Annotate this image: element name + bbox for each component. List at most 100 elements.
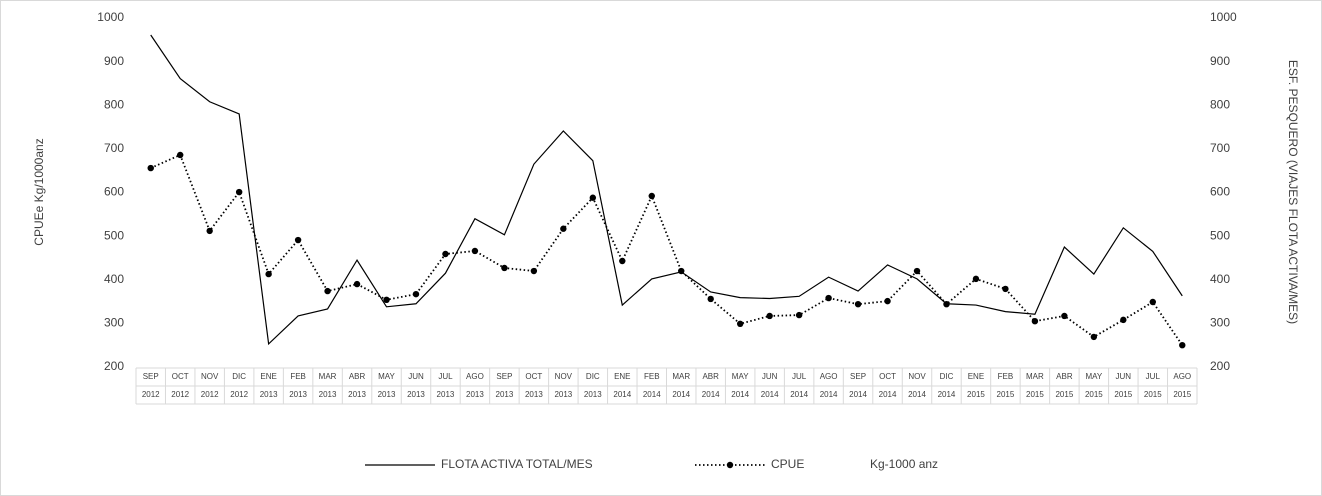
x-tick-label: 2015: [1026, 390, 1044, 399]
y-tick-label: 200: [104, 359, 124, 373]
x-tick-label: 2014: [672, 390, 690, 399]
x-tick-label: ENE: [614, 372, 630, 381]
x-tick-label: 2014: [643, 390, 661, 399]
y2-tick-label: 500: [1210, 228, 1230, 242]
data-point: [560, 225, 567, 232]
data-point: [795, 311, 803, 319]
data-point: [442, 250, 449, 258]
y-tick-label: 400: [104, 272, 124, 286]
x-tick-label: NOV: [555, 372, 573, 381]
data-point: [678, 267, 685, 275]
data-point: [825, 294, 832, 302]
data-point: [177, 151, 184, 159]
x-tick-label: 2013: [260, 390, 278, 399]
y-tick-label: 1000: [97, 10, 124, 24]
data-point: [353, 280, 361, 288]
x-tick-label: JUL: [438, 372, 453, 381]
data-point: [383, 296, 390, 304]
x-tick-label: AGO: [1173, 372, 1191, 381]
data-point: [412, 290, 420, 298]
data-point: [1090, 333, 1098, 341]
x-tick-label: SEP: [143, 372, 159, 381]
x-tick-label: FEB: [644, 372, 660, 381]
y2-tick-label: 400: [1210, 272, 1230, 286]
data-point: [736, 320, 744, 328]
x-tick-label: SEP: [496, 372, 512, 381]
data-point: [884, 297, 891, 305]
data-point: [1120, 316, 1127, 324]
y-tick-label: 700: [104, 141, 124, 155]
x-tick-label: 2012: [171, 390, 189, 399]
x-tick-label: NOV: [201, 372, 219, 381]
x-tick-label: OCT: [172, 372, 189, 381]
data-point: [619, 257, 626, 265]
data-point: [707, 295, 714, 303]
x-tick-label: 2013: [554, 390, 572, 399]
x-tick-label: 2015: [1085, 390, 1103, 399]
data-point: [235, 188, 243, 196]
x-tick-label: JUL: [792, 372, 807, 381]
x-tick-label: 2015: [1173, 390, 1191, 399]
data-point: [206, 227, 213, 235]
x-tick-label: 2015: [1055, 390, 1073, 399]
data-point: [294, 236, 302, 244]
x-tick-label: 2012: [201, 390, 219, 399]
data-point: [943, 300, 950, 308]
x-tick-label: 2013: [319, 390, 337, 399]
x-tick-label: 2014: [849, 390, 867, 399]
x-tick-label: 2014: [613, 390, 631, 399]
x-tick-label: SEP: [850, 372, 866, 381]
data-point: [972, 275, 980, 283]
y-tick-label: 900: [104, 54, 124, 68]
y-tick-label: 800: [104, 97, 124, 111]
x-tick-label: 2013: [584, 390, 602, 399]
x-tick-label: 2013: [348, 390, 366, 399]
y-axis-title: CPUEe Kg/1000anz: [32, 138, 46, 245]
x-tick-label: 2015: [1114, 390, 1132, 399]
data-point: [1002, 285, 1009, 293]
x-tick-label: FEB: [998, 372, 1014, 381]
x-tick-label: 2013: [466, 390, 484, 399]
x-tick-label: 2014: [938, 390, 956, 399]
x-tick-label: 2014: [908, 390, 926, 399]
x-tick-label: MAY: [1085, 372, 1102, 381]
x-tick-label: 2014: [820, 390, 838, 399]
x-tick-label: MAR: [319, 372, 337, 381]
x-tick-label: ABR: [349, 372, 366, 381]
x-tick-label: 2013: [437, 390, 455, 399]
x-tick-label: DIC: [940, 372, 954, 381]
x-tick-label: 2013: [525, 390, 543, 399]
x-tick-label: 2014: [702, 390, 720, 399]
x-tick-label: MAY: [732, 372, 749, 381]
data-point: [530, 267, 538, 275]
legend-label: Kg-1000 anz: [870, 457, 938, 471]
x-tick-label: MAR: [1026, 372, 1044, 381]
x-tick-label: ENE: [968, 372, 984, 381]
data-point: [1061, 312, 1068, 320]
y2-axis-title: ESF. PESQUERO (VIAJES FLOTA ACTIVA/MES): [1286, 60, 1300, 324]
data-point: [854, 300, 862, 308]
x-tick-label: 2012: [142, 390, 160, 399]
y-tick-label: 600: [104, 185, 124, 199]
x-tick-label: 2015: [1144, 390, 1162, 399]
x-tick-label: 2014: [790, 390, 808, 399]
x-tick-label: JUL: [1146, 372, 1161, 381]
data-point: [913, 267, 921, 275]
data-point: [1149, 298, 1156, 306]
x-tick-label: JUN: [1116, 372, 1132, 381]
x-tick-label: MAR: [672, 372, 690, 381]
x-tick-label: 2014: [761, 390, 779, 399]
legend-label: CPUE: [771, 457, 804, 471]
data-point: [766, 312, 773, 320]
y-tick-label: 300: [104, 316, 124, 330]
x-tick-label: 2015: [997, 390, 1015, 399]
data-point: [471, 247, 479, 255]
x-tick-label: 2015: [967, 390, 985, 399]
x-tick-label: AGO: [820, 372, 838, 381]
x-tick-label: MAY: [378, 372, 395, 381]
x-tick-label: 2013: [496, 390, 514, 399]
x-tick-label: OCT: [879, 372, 896, 381]
data-point: [265, 270, 272, 278]
